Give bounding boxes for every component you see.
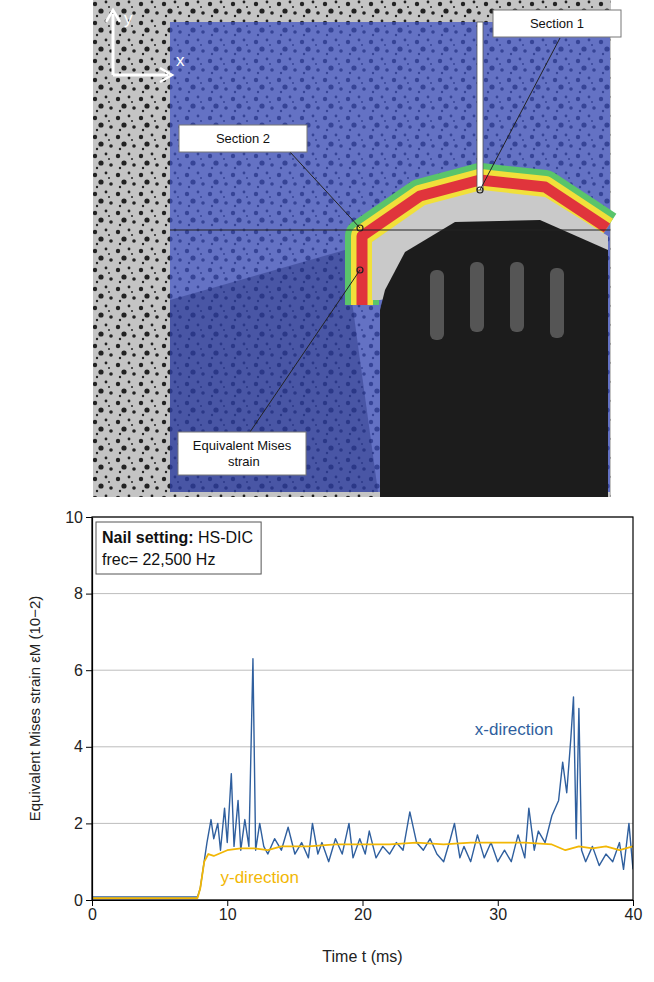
axis-label-x: x xyxy=(176,51,185,70)
annotation-text: frec= 22,500 Hz xyxy=(102,551,215,568)
y-axis-line xyxy=(92,518,93,901)
grid xyxy=(92,517,633,900)
tick-mark xyxy=(633,900,634,906)
x-axis-title: Time t (ms) xyxy=(322,948,402,965)
tick-mark xyxy=(86,747,92,748)
plot-background xyxy=(92,517,633,900)
leader-line xyxy=(480,38,560,190)
tick-mark xyxy=(363,900,364,906)
y-axis: 0 2 4 6 8 10 xyxy=(65,509,92,909)
grid-line xyxy=(92,746,633,747)
tick: 0 xyxy=(74,892,92,909)
tick: 4 xyxy=(74,738,92,755)
tick-label: 4 xyxy=(74,738,83,755)
tick: 10 xyxy=(65,509,92,526)
annotation-box: Nail setting: HS-DIC frec= 22,500 Hz xyxy=(96,522,261,574)
grid-line xyxy=(92,823,633,824)
y-axis-title: Equivalent Mises strain εM (10−2) xyxy=(26,596,43,822)
tick: 8 xyxy=(74,585,92,602)
tick-label: 0 xyxy=(74,892,83,909)
series-line xyxy=(92,843,633,899)
tick-label: 2 xyxy=(74,815,83,832)
tick: 40 xyxy=(625,900,643,923)
tick-mark xyxy=(92,900,93,906)
label-box xyxy=(179,125,307,152)
label-text: Section 2 xyxy=(216,131,270,146)
leader-line xyxy=(290,152,360,228)
tick: 20 xyxy=(354,900,372,923)
tick-label: 0 xyxy=(88,906,97,923)
series-label: y-direction xyxy=(220,868,298,887)
series-label: x-direction xyxy=(475,720,553,739)
section-label: Equivalent Mises strain xyxy=(178,432,306,475)
photo-background xyxy=(93,0,611,497)
tool-slot xyxy=(510,262,524,332)
leader-point xyxy=(477,187,483,193)
lines xyxy=(92,659,633,898)
coordinate-arrowheads xyxy=(106,10,172,82)
plot-frame xyxy=(92,517,633,900)
tool-slot xyxy=(430,270,444,340)
tick: 0 xyxy=(88,900,97,923)
tick: 30 xyxy=(489,900,507,923)
tick-label: 10 xyxy=(65,509,83,526)
section-label: Section 1 xyxy=(493,10,621,37)
tick-mark xyxy=(86,670,92,671)
series-line xyxy=(92,659,633,897)
tool-slot xyxy=(550,268,564,338)
coordinate-axes xyxy=(113,14,168,75)
label-box xyxy=(178,432,306,475)
tick-label: 40 xyxy=(625,906,643,923)
annotation-text: Nail setting: HS-DIC xyxy=(102,529,253,546)
grid-line xyxy=(92,670,633,671)
tick: 2 xyxy=(74,815,92,832)
leader-line xyxy=(250,270,360,432)
axis-label-y: y xyxy=(124,9,133,28)
tick-mark xyxy=(498,900,499,906)
chart: 0 10 20 30 40 0 2 4 6 8 10 Time t (ms) Equivalent Mi… xyxy=(26,509,643,965)
leader-point xyxy=(357,225,363,231)
x-axis: 0 10 20 30 40 xyxy=(88,900,642,923)
tick: 6 xyxy=(74,662,92,679)
tick-label: 6 xyxy=(74,662,83,679)
tick-label: 10 xyxy=(219,906,237,923)
label-text: Section 1 xyxy=(530,16,584,31)
label-box xyxy=(493,10,621,37)
tick-mark xyxy=(86,517,92,518)
annotation-frame xyxy=(96,522,261,574)
section-label: Section 2 xyxy=(179,125,307,152)
grid-line xyxy=(92,593,633,594)
tick: 10 xyxy=(219,900,237,923)
section-2-line xyxy=(170,229,610,230)
tick-label: 8 xyxy=(74,585,83,602)
tick-mark xyxy=(86,823,92,824)
dic-image: y x Section 1 Section 2 Equivalent Mises str… xyxy=(93,0,621,497)
section-1-line xyxy=(477,22,483,190)
tick-label: 20 xyxy=(354,906,372,923)
tool-slot xyxy=(470,262,484,332)
label-text: Equivalent Mises strain xyxy=(193,438,292,469)
tick-label: 30 xyxy=(489,906,507,923)
figure: y x Section 1 Section 2 Equivalent Mises str… xyxy=(0,0,654,982)
leader-point xyxy=(357,267,363,273)
tick-mark xyxy=(86,900,92,901)
tick-mark xyxy=(86,594,92,595)
tick-mark xyxy=(227,900,228,906)
nail-tool xyxy=(380,220,608,497)
